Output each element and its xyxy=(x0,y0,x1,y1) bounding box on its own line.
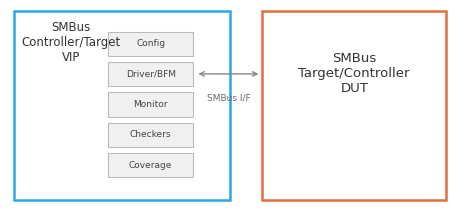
Bar xyxy=(262,10,445,199)
Text: Coverage: Coverage xyxy=(129,161,172,170)
Bar xyxy=(14,10,230,199)
Bar xyxy=(108,92,193,117)
Bar xyxy=(108,153,193,177)
Text: SMBus
Target/Controller
DUT: SMBus Target/Controller DUT xyxy=(298,52,409,96)
Text: SMBus
Controller/Target
VIP: SMBus Controller/Target VIP xyxy=(22,21,121,64)
Text: Monitor: Monitor xyxy=(133,100,168,109)
Text: Checkers: Checkers xyxy=(129,130,171,139)
Text: Config: Config xyxy=(136,39,165,48)
Bar xyxy=(108,123,193,147)
Text: Driver/BFM: Driver/BFM xyxy=(125,70,175,79)
Text: SMBus I/F: SMBus I/F xyxy=(207,93,250,102)
Bar xyxy=(108,62,193,86)
Bar xyxy=(108,32,193,56)
